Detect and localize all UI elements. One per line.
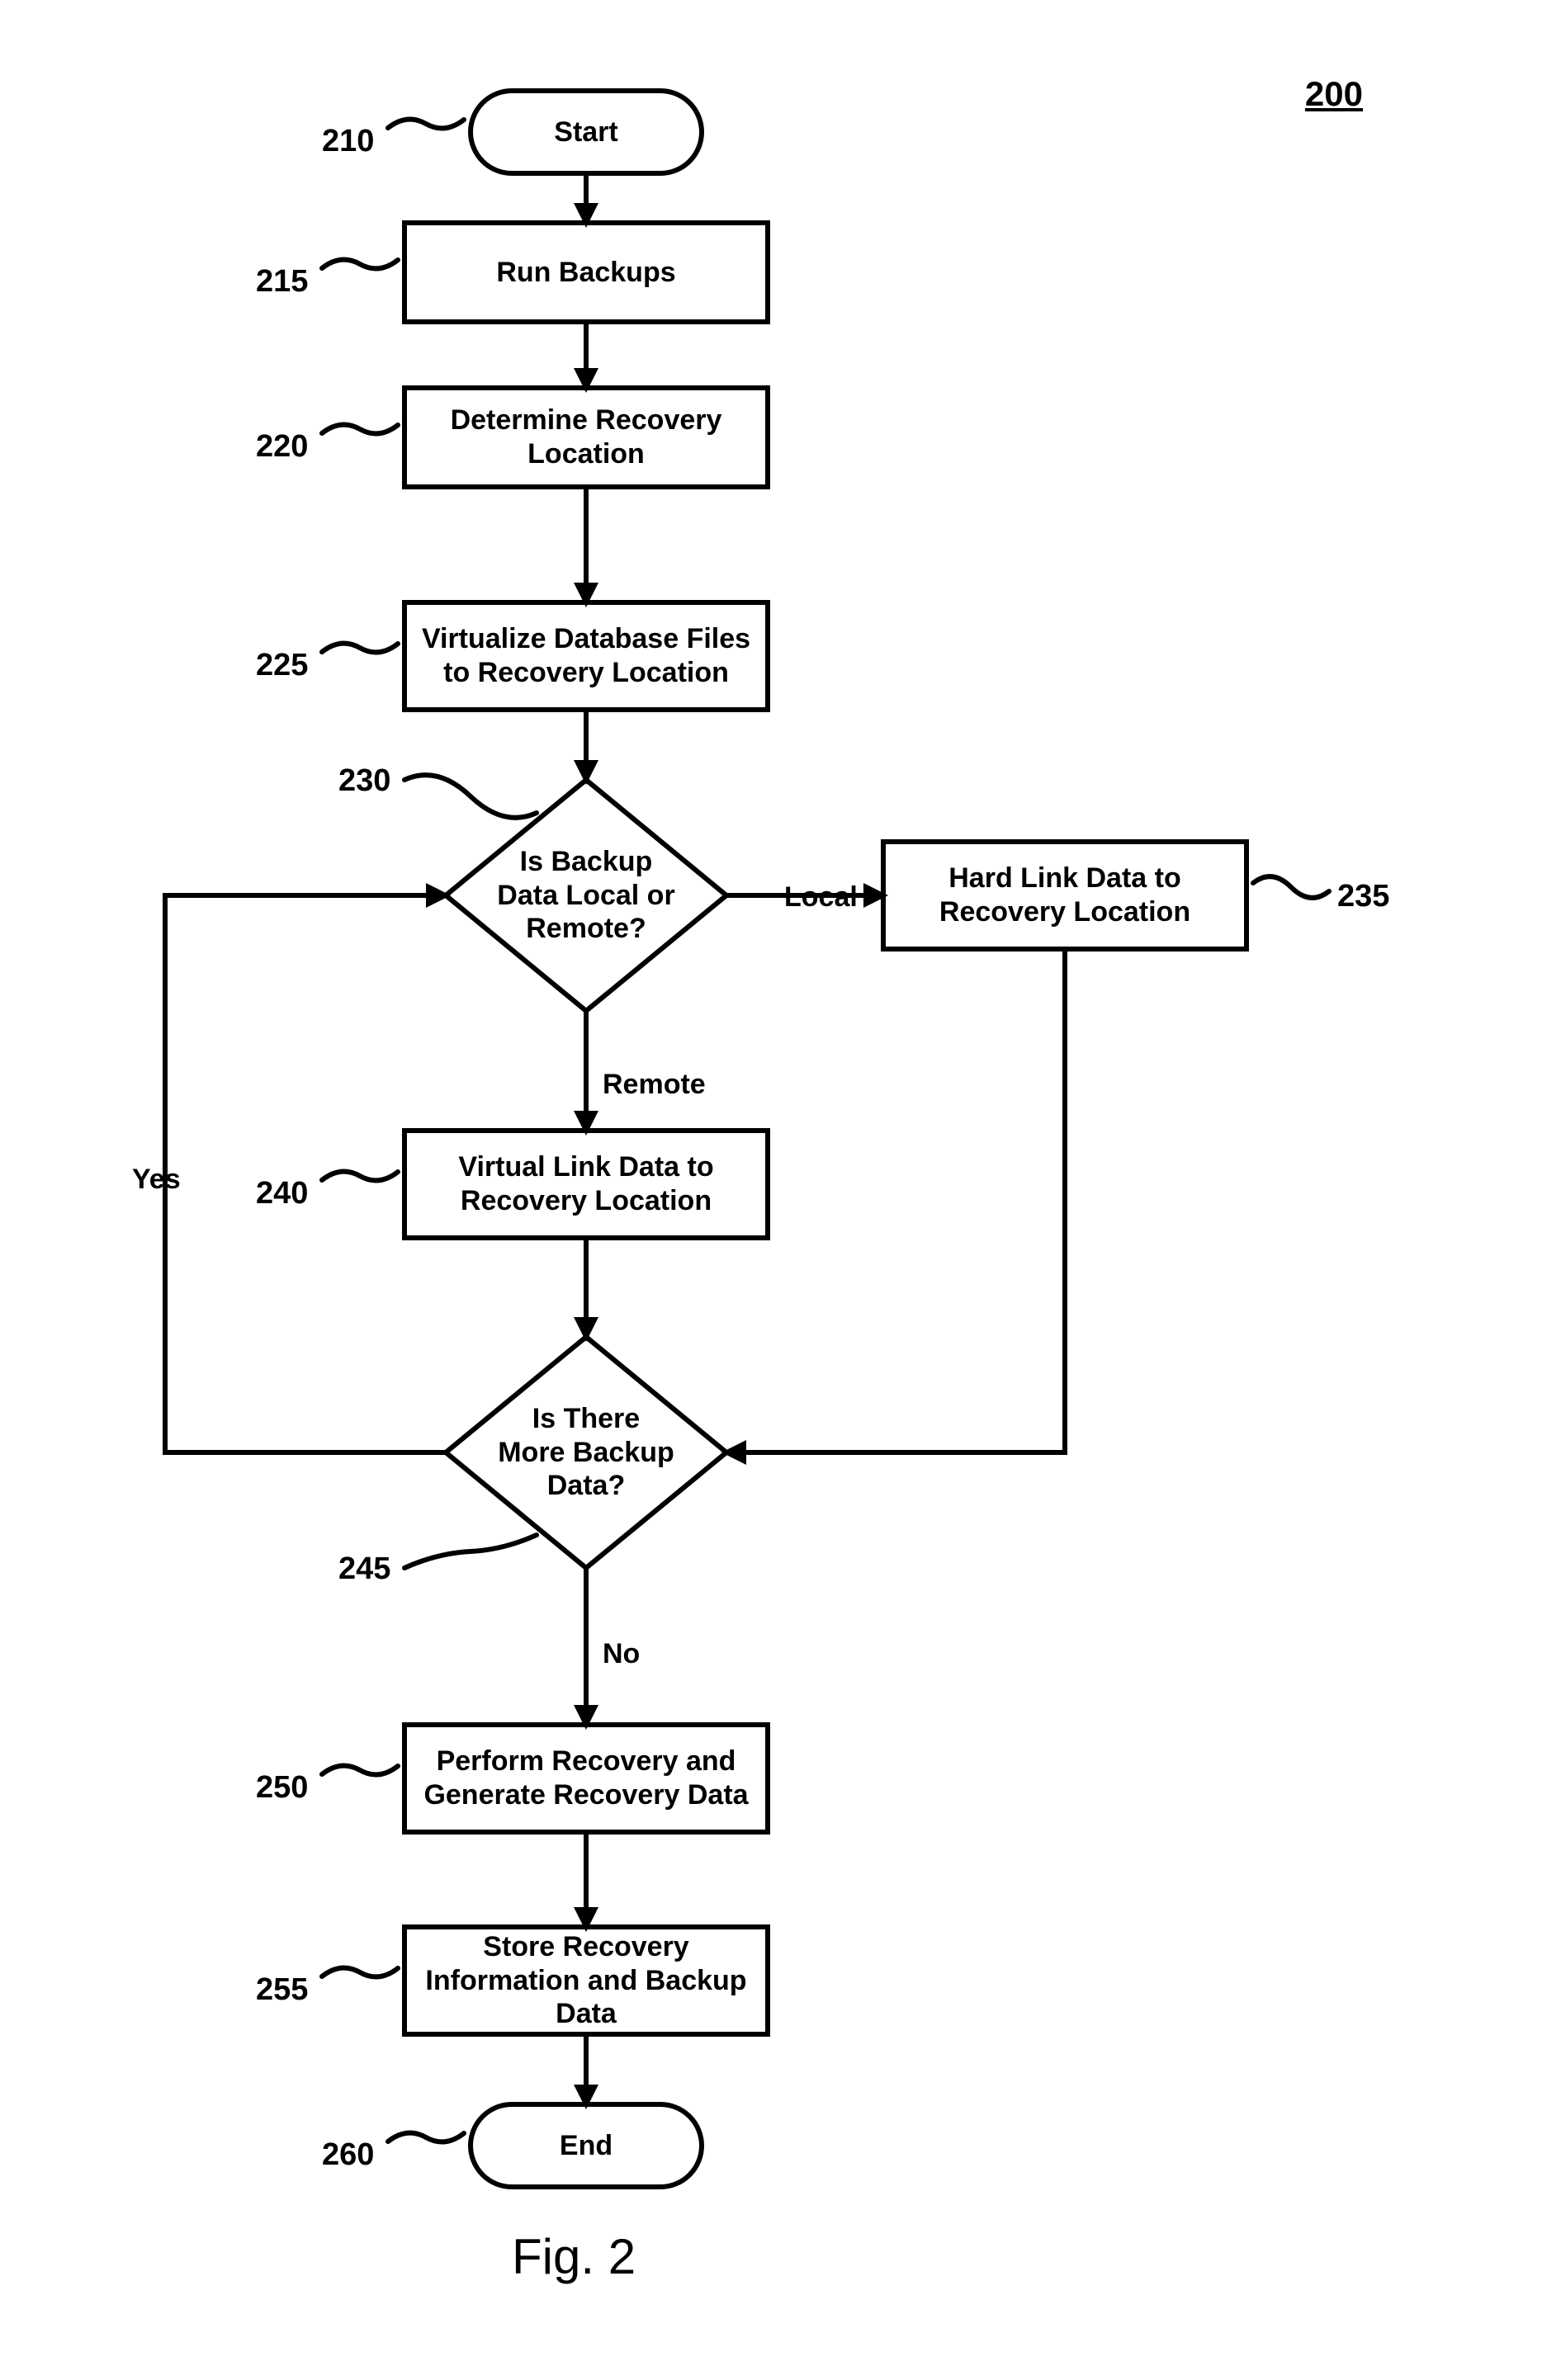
- edge-label-no: No: [603, 1638, 640, 1670]
- node-n225-label: Virtualize Database Files to Recovery Lo…: [413, 602, 759, 710]
- node-n245-label: Is There More Backup Data?: [496, 1337, 676, 1568]
- ref-220: 220: [256, 429, 308, 465]
- node-n235-label: Hard Link Data to Recovery Location: [892, 842, 1238, 949]
- figure-title: Fig. 2: [512, 2228, 636, 2285]
- ref-215: 215: [256, 264, 308, 300]
- ref-210: 210: [322, 124, 374, 159]
- page-number: 200: [1305, 74, 1363, 114]
- ref-225: 225: [256, 648, 308, 683]
- ref-245: 245: [338, 1551, 390, 1587]
- node-n240-label: Virtual Link Data to Recovery Location: [413, 1131, 759, 1238]
- ref-250: 250: [256, 1770, 308, 1806]
- node-end-label: End: [479, 2104, 693, 2187]
- ref-235: 235: [1337, 879, 1389, 914]
- edge-label-remote: Remote: [603, 1069, 706, 1101]
- node-n230-label: Is Backup Data Local or Remote?: [496, 780, 676, 1011]
- edge-label-yes: Yes: [132, 1164, 181, 1196]
- edge-label-local: Local: [784, 881, 858, 914]
- ref-260: 260: [322, 2137, 374, 2173]
- node-n255-label: Store Recovery Information and Backup Da…: [413, 1927, 759, 2034]
- node-n220-label: Determine Recovery Location: [413, 388, 759, 487]
- node-start-label: Start: [479, 91, 693, 173]
- node-n215-label: Run Backups: [413, 223, 759, 322]
- node-n250-label: Perform Recovery and Generate Recovery D…: [413, 1725, 759, 1832]
- ref-255: 255: [256, 1972, 308, 2008]
- ref-240: 240: [256, 1176, 308, 1211]
- flowchart-canvas: [0, 0, 1561, 2380]
- ref-230: 230: [338, 763, 390, 799]
